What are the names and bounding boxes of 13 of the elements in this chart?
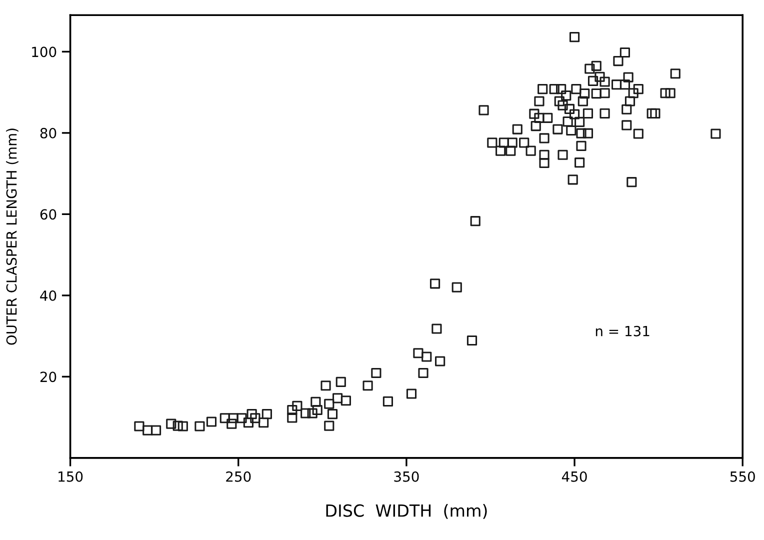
y-tick-label: 100 xyxy=(32,46,56,58)
y-tick-label: 20 xyxy=(40,372,56,382)
x-tick-label: 450 xyxy=(562,471,587,482)
annotation: n = 131 xyxy=(596,326,650,336)
x-axis-title: DISC WIDTH (mm) xyxy=(326,504,487,519)
x-tick-label: 150 xyxy=(58,471,83,482)
y-tick-label: 40 xyxy=(40,290,56,301)
y-axis-title: OUTER CLASPER LENGTH (mm) xyxy=(6,128,18,345)
y-tick-label: 60 xyxy=(40,209,56,220)
x-tick-label: 550 xyxy=(730,471,755,482)
x-tick-label: 350 xyxy=(394,471,419,482)
x-tick-label: 250 xyxy=(226,471,251,482)
y-tick-label: 80 xyxy=(40,128,56,138)
